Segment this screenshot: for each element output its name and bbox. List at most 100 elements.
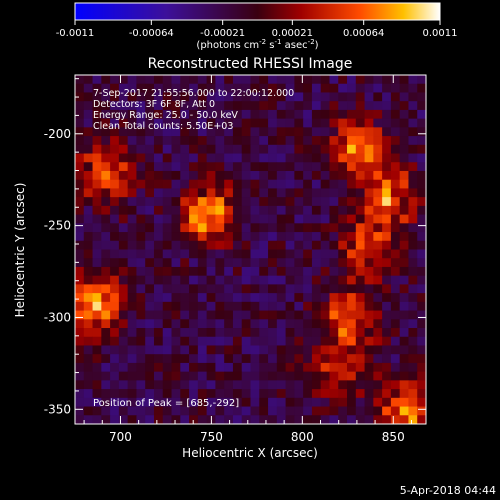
heatmap-cell — [75, 301, 85, 311]
heatmap-cell — [110, 249, 120, 259]
heatmap-cell — [294, 336, 304, 346]
heatmap-cell — [311, 162, 322, 172]
heatmap-cell — [268, 118, 278, 128]
heatmap-cell — [92, 275, 102, 285]
heatmap-cell — [285, 310, 295, 320]
heatmap-cell — [347, 380, 357, 390]
heatmap-cell — [347, 162, 357, 172]
heatmap-cell — [127, 144, 137, 154]
heatmap-cell — [294, 83, 304, 93]
heatmap-cell — [347, 136, 357, 146]
heatmap-cell — [311, 301, 322, 311]
heatmap-cell — [390, 83, 401, 93]
heatmap-cell — [268, 240, 278, 250]
heatmap-cell — [294, 389, 304, 399]
heatmap-cell — [303, 75, 313, 85]
heatmap-cell — [75, 232, 85, 242]
heatmap-cell — [215, 214, 225, 224]
heatmap-cell — [153, 101, 164, 111]
heatmap-cell — [373, 258, 383, 268]
heatmap-cell — [311, 310, 322, 320]
heatmap-cell — [250, 371, 260, 381]
heatmap-cell — [347, 223, 357, 233]
heatmap-cell — [250, 83, 260, 93]
heatmap-cells — [75, 75, 427, 425]
heatmap-cell — [101, 415, 111, 425]
heatmap-cell — [320, 118, 330, 128]
heatmap-cell — [259, 118, 269, 128]
heatmap-cell — [83, 144, 93, 154]
heatmap-cell — [347, 389, 357, 399]
heatmap-cell — [189, 258, 199, 268]
heatmap-cell — [285, 179, 295, 189]
heatmap-cell — [417, 153, 427, 163]
heatmap-cell — [408, 92, 418, 102]
heatmap-cell — [136, 118, 146, 128]
heatmap-cell — [408, 345, 418, 355]
heatmap-cell — [110, 101, 120, 111]
heatmap-cell — [118, 127, 129, 137]
heatmap-cell — [417, 336, 427, 346]
heatmap-cell — [118, 371, 129, 381]
heatmap-cell — [399, 362, 409, 373]
heatmap-cell — [285, 240, 295, 250]
heatmap-cell — [382, 328, 392, 338]
heatmap-cell — [118, 197, 129, 207]
heatmap-cell — [390, 362, 401, 373]
heatmap-cell — [285, 136, 295, 146]
heatmap-cell — [180, 328, 190, 338]
heatmap-cell — [92, 179, 102, 189]
colorbar-tick-label: 0.00021 — [272, 28, 313, 39]
heatmap-cell — [268, 92, 278, 102]
heatmap-cell — [320, 258, 330, 268]
heatmap-cell — [382, 266, 392, 277]
heatmap-cell — [215, 92, 225, 102]
heatmap-cell — [215, 328, 225, 338]
heatmap-cell — [373, 188, 383, 198]
heatmap-cell — [408, 319, 418, 329]
heatmap-cell — [232, 380, 243, 390]
heatmap-cell — [197, 266, 208, 277]
heatmap-cell — [303, 232, 313, 242]
heatmap-cell — [197, 310, 208, 320]
heatmap-cell — [338, 258, 348, 268]
heatmap-cell — [153, 118, 164, 128]
heatmap-cell — [268, 162, 278, 172]
heatmap-cell — [136, 249, 146, 259]
heatmap-cell — [338, 275, 348, 285]
heatmap-cell — [101, 258, 111, 268]
heatmap-cell — [320, 162, 330, 172]
heatmap-cell — [320, 354, 330, 364]
heatmap-cell — [268, 380, 278, 390]
heatmap-cell — [329, 197, 339, 207]
heatmap-cell — [241, 389, 251, 399]
heatmap-cell — [75, 293, 85, 303]
heatmap-cell — [250, 170, 260, 181]
heatmap-cell — [206, 188, 216, 198]
heatmap-cell — [259, 301, 269, 311]
heatmap-cell — [329, 75, 339, 85]
heatmap-cell — [206, 83, 216, 93]
heatmap-cell — [241, 92, 251, 102]
heatmap-cell — [303, 389, 313, 399]
heatmap-cell — [145, 336, 155, 346]
heatmap-cell — [171, 354, 181, 364]
heatmap-cell — [338, 179, 348, 189]
heatmap-cell — [145, 397, 155, 407]
heatmap-cell — [180, 197, 190, 207]
heatmap-cell — [347, 232, 357, 242]
heatmap-cell — [83, 205, 93, 215]
heatmap-cell — [382, 310, 392, 320]
heatmap-cell — [390, 188, 401, 198]
heatmap-cell — [197, 240, 208, 250]
heatmap-cell — [250, 109, 260, 120]
heatmap-cell — [320, 75, 330, 85]
heatmap-cell — [408, 310, 418, 320]
heatmap-cell — [75, 336, 85, 346]
heatmap-cell — [92, 197, 102, 207]
heatmap-cell — [347, 266, 357, 277]
heatmap-cell — [197, 258, 208, 268]
heatmap-cell — [241, 144, 251, 154]
heatmap-cell — [294, 101, 304, 111]
heatmap-cell — [268, 266, 278, 277]
